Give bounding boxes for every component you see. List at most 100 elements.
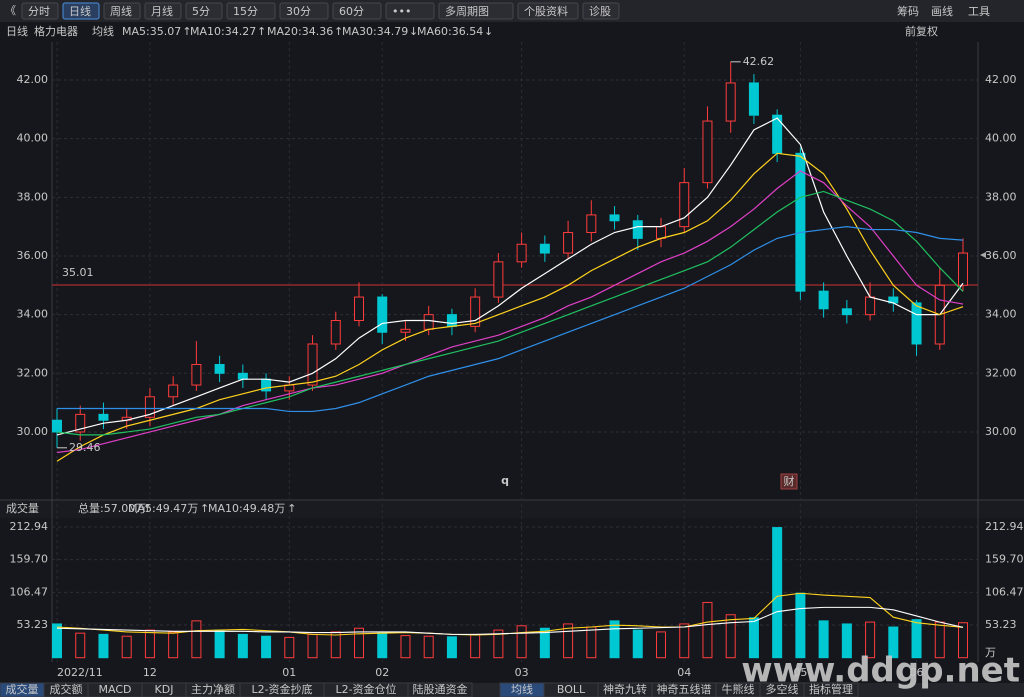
bottom-tab[interactable]: 陆股通资金 (413, 682, 468, 696)
candle-body (702, 120, 713, 184)
tab[interactable]: 分时 (28, 5, 50, 18)
y-tick-label: 106.47 (10, 585, 49, 598)
trend-arrow: ↓ (409, 25, 418, 38)
ma-label: 均线 (92, 24, 114, 38)
tab[interactable]: 个股资料 (524, 4, 568, 18)
candle-body (679, 182, 690, 228)
volume-stat: MA10:49.48万 (208, 502, 285, 515)
tab[interactable]: ••• (392, 5, 411, 18)
y-tick-label: 36.00 (17, 249, 49, 262)
volume-bar (911, 619, 922, 659)
x-tick-label: 2022/11 (57, 666, 103, 679)
bottom-tab[interactable]: 均线 (511, 682, 533, 696)
unit: 万 (985, 646, 996, 659)
tab-box[interactable] (185, 2, 223, 20)
tab-box[interactable] (144, 2, 182, 20)
candle-body (75, 413, 86, 433)
bottom-tab[interactable]: BOLL (557, 683, 586, 696)
tab[interactable]: 60分 (339, 5, 364, 18)
tab-box[interactable] (438, 2, 514, 20)
bottom-tab[interactable]: 神奇五线谱 (657, 682, 712, 696)
back-button[interactable]: 《 (5, 4, 16, 17)
x-tick-label: 04 (677, 666, 691, 679)
marker[interactable]: 财 (784, 474, 795, 488)
tool[interactable]: 工具 (968, 5, 990, 18)
bottom-tab[interactable]: KDJ (155, 683, 174, 696)
trend-arrow: ↑ (182, 25, 191, 38)
tab-box[interactable] (332, 2, 382, 20)
tab[interactable]: 诊股 (589, 4, 611, 18)
candle-body (748, 82, 759, 116)
volume-bar (656, 631, 666, 659)
candle-body (377, 296, 388, 333)
tab-box[interactable] (385, 2, 435, 20)
x-tick-label: 03 (515, 666, 529, 679)
trend-arrow: ↑ (287, 502, 296, 515)
volume-bar (841, 623, 852, 659)
marker-box[interactable] (780, 473, 798, 490)
bottom-tab-box[interactable] (803, 682, 859, 697)
bottom-tab[interactable]: 牛熊线 (722, 682, 755, 696)
volume-bar (284, 636, 295, 659)
candle-body (516, 243, 527, 263)
x-tick-label: 05 (793, 666, 807, 679)
bottom-tab[interactable]: 指标管理 (809, 682, 853, 696)
ma-value: MA10:34.27 (190, 25, 256, 38)
tab-box[interactable] (279, 2, 329, 20)
tab[interactable]: 日线 (69, 4, 91, 18)
tab-box[interactable] (103, 2, 141, 20)
bottom-tab[interactable]: MACD (99, 683, 132, 696)
candle-body (493, 261, 504, 298)
period: 日线 (6, 24, 28, 38)
y-tick-label-right: 36.00 (985, 249, 1017, 262)
volume-bar (354, 627, 364, 659)
bottom-tab[interactable]: 多空线 (766, 682, 799, 696)
bottom-tab[interactable]: 成交量 (6, 682, 39, 696)
ma-value: MA30:34.79 (342, 25, 408, 38)
bottom-tab[interactable]: L2-资金抄底 (251, 682, 312, 696)
tab[interactable]: 月线 (151, 4, 173, 18)
trend-arrow: ↓ (484, 25, 493, 38)
ma-value: MA60:36.54 (417, 25, 483, 38)
candle-body (52, 419, 62, 433)
bottom-tab[interactable]: L2-资金仓位 (335, 682, 396, 696)
bottom-tab[interactable]: 神奇九转 (603, 682, 647, 696)
tab[interactable]: 30分 (286, 5, 311, 18)
tab-box[interactable] (62, 2, 100, 20)
tab[interactable]: 多周期图 (445, 4, 489, 18)
tab[interactable]: 15分 (233, 5, 258, 18)
bottom-tab-box[interactable] (407, 682, 473, 697)
adjust[interactable]: 前复权 (905, 24, 938, 38)
tool[interactable]: 画线 (931, 4, 953, 18)
candle-body (98, 413, 109, 421)
tab[interactable]: 5分 (192, 5, 210, 18)
bottom-tab[interactable]: 主力净额 (191, 682, 235, 696)
tab-box[interactable] (21, 2, 59, 20)
volume-bar (818, 620, 829, 659)
volume-bar (586, 626, 597, 659)
candle-body (563, 232, 574, 254)
y-tick-label: 38.00 (17, 190, 49, 203)
y-tick-label-right: 34.00 (985, 308, 1017, 321)
candle-body (911, 302, 922, 345)
tool[interactable]: 筹码 (897, 4, 919, 18)
tab[interactable]: 周线 (110, 4, 132, 18)
x-tick-label: 02 (375, 666, 389, 679)
bottom-tab[interactable]: 成交额 (50, 682, 83, 696)
tab-box[interactable] (517, 2, 579, 20)
x-tick-label: 01 (282, 666, 296, 679)
ma-line (56, 152, 964, 462)
tab-box[interactable] (582, 2, 620, 20)
marker[interactable]: q (501, 474, 509, 487)
candle-body (237, 372, 248, 380)
tab-box[interactable] (226, 2, 276, 20)
volume-bar (795, 592, 806, 659)
volume-bar (865, 621, 876, 659)
volume-bar (121, 635, 132, 659)
candle-body (958, 252, 968, 286)
y-tick-label-right: 38.00 (985, 190, 1017, 203)
low-label: 29.46 (69, 441, 101, 454)
vol-ma-line (56, 606, 964, 635)
volume-title: 成交量 (6, 501, 39, 515)
candle-body (725, 82, 736, 122)
